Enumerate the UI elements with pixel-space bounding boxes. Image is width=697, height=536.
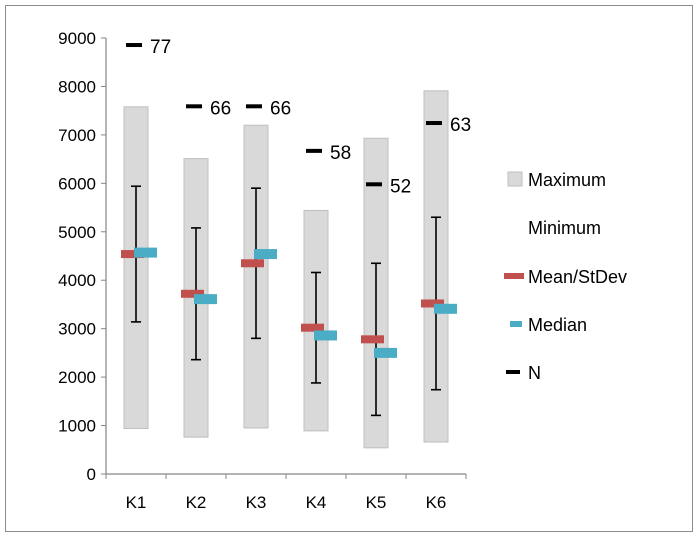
legend-item: N: [506, 363, 541, 383]
median-marker-K6: [434, 303, 457, 314]
y-tick-label: 2000: [58, 368, 96, 387]
mean-marker-K5: [361, 335, 384, 344]
n-label-K6: 63: [450, 115, 471, 136]
legend: Maximum Minimum Mean/StDev Median N: [504, 170, 627, 383]
black-dash-icon: [506, 370, 520, 374]
median-marker-K1: [134, 247, 157, 258]
legend-label: Maximum: [528, 170, 606, 190]
legend-label: N: [528, 363, 541, 383]
x-tick-label-K1: K1: [126, 493, 147, 512]
mean-marker-K3: [241, 259, 264, 268]
red-dash-icon: [504, 273, 524, 279]
range-bars: [123, 90, 449, 449]
median-marker-K4: [314, 330, 337, 341]
n-label-K3: 66: [270, 98, 291, 119]
n-label-K1: 77: [150, 37, 171, 58]
y-tick-label: 8000: [58, 77, 96, 96]
n-label-K2: 66: [210, 98, 231, 119]
n-marker-K6: [426, 121, 442, 126]
y-tick-label: 4000: [58, 271, 96, 290]
median-marker-K5: [374, 347, 397, 358]
median-marker-K2: [194, 294, 217, 305]
n-label-K5: 52: [390, 176, 411, 197]
y-tick-label: 9000: [58, 29, 96, 48]
chart-frame: [5, 5, 693, 532]
axes: [101, 37, 467, 479]
n-marker-K4: [306, 148, 322, 153]
y-tick-label: 1000: [58, 417, 96, 436]
legend-label: Mean/StDev: [528, 267, 627, 287]
mean-marker-K6: [421, 299, 444, 308]
legend-label: Minimum: [528, 218, 601, 238]
y-tick-label: 0: [87, 465, 96, 484]
x-tick-label-K6: K6: [426, 493, 447, 512]
mean-marker-K1: [121, 250, 144, 259]
legend-label: Median: [528, 315, 587, 335]
x-tick-label-K5: K5: [366, 493, 387, 512]
blue-dash-icon: [510, 321, 522, 327]
y-tick-label: 3000: [58, 320, 96, 339]
legend-item: Maximum: [507, 170, 606, 190]
x-tick-label-K3: K3: [246, 493, 267, 512]
y-tick-label: 5000: [58, 223, 96, 242]
mean-markers: [121, 250, 444, 344]
n-label-K4: 58: [330, 143, 351, 164]
mean-marker-K4: [301, 323, 324, 332]
n-marker-K5: [366, 182, 382, 187]
legend-item: Median: [510, 315, 587, 335]
legend-item: Mean/StDev: [504, 267, 627, 287]
n-marker-K2: [186, 104, 202, 109]
x-tick-label-K4: K4: [306, 493, 327, 512]
y-axis-tick-labels: 0 1000 2000 3000 4000 5000 6000 7000 8000 9000: [58, 29, 96, 484]
median-markers: [134, 247, 457, 358]
y-tick-label: 7000: [58, 126, 96, 145]
median-marker-K3: [254, 249, 277, 260]
n-markers: 77 66 66 58 52 63: [126, 37, 471, 197]
legend-item: Minimum: [528, 218, 601, 238]
x-tick-label-K2: K2: [186, 493, 207, 512]
n-marker-K3: [246, 104, 262, 109]
x-axis-tick-labels: K1 K2 K3 K4 K5 K6: [126, 493, 447, 512]
mean-marker-K2: [181, 289, 204, 298]
gray-box-icon: [507, 171, 523, 187]
error-bars: [131, 185, 441, 417]
y-tick-label: 6000: [58, 174, 96, 193]
n-marker-K1: [126, 43, 142, 48]
